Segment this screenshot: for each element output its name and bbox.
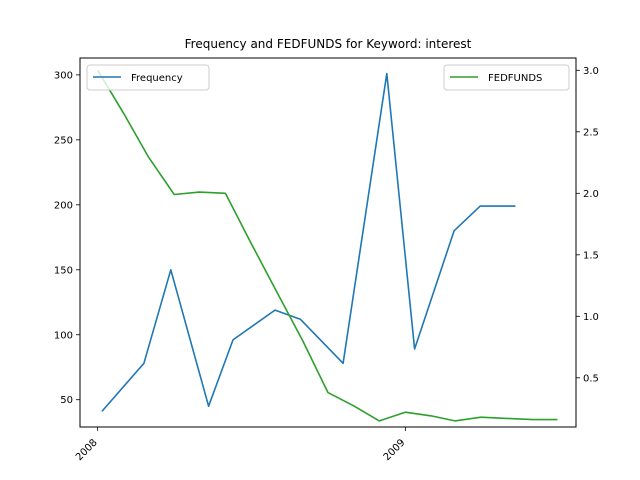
legend-frame bbox=[443, 64, 570, 91]
y-right-tick-label: 1.0 bbox=[583, 312, 599, 323]
series-line-fedfunds bbox=[97, 69, 558, 422]
y-right-tick-label: 1.5 bbox=[583, 250, 599, 261]
x-tick-label: 2008 bbox=[74, 437, 100, 463]
legend-label-fedfunds: FEDFUNDS bbox=[488, 73, 542, 84]
y-right-tick-label: 3.0 bbox=[583, 66, 599, 77]
legend-fedfunds: FEDFUNDS bbox=[443, 64, 570, 91]
plot-frame bbox=[79, 57, 577, 428]
legend-label-frequency: Frequency bbox=[131, 73, 183, 84]
y-left-tick-label: 250 bbox=[54, 135, 73, 146]
y-left-tick-label: 50 bbox=[60, 395, 73, 406]
y-left-tick-label: 300 bbox=[54, 70, 73, 81]
chart-title: Frequency and FEDFUNDS for Keyword: inte… bbox=[185, 37, 472, 51]
y-left-tick-label: 200 bbox=[54, 200, 73, 211]
y-left-tick-label: 150 bbox=[54, 265, 73, 276]
y-right-tick-label: 2.5 bbox=[583, 127, 599, 138]
legend-frame bbox=[86, 64, 210, 91]
x-tick-label: 2009 bbox=[382, 437, 408, 463]
legend-frequency: Frequency bbox=[86, 64, 210, 91]
y-right-tick-label: 0.5 bbox=[583, 373, 599, 384]
y-right-tick-label: 2.0 bbox=[583, 189, 599, 200]
plot-area: 50 100 150 200 250 300 0.5 1.0 1.5 2.0 2.5 3.0 2008 2… bbox=[54, 66, 599, 463]
y-left-tick-label: 100 bbox=[54, 330, 73, 341]
series-line-frequency bbox=[101, 72, 516, 412]
